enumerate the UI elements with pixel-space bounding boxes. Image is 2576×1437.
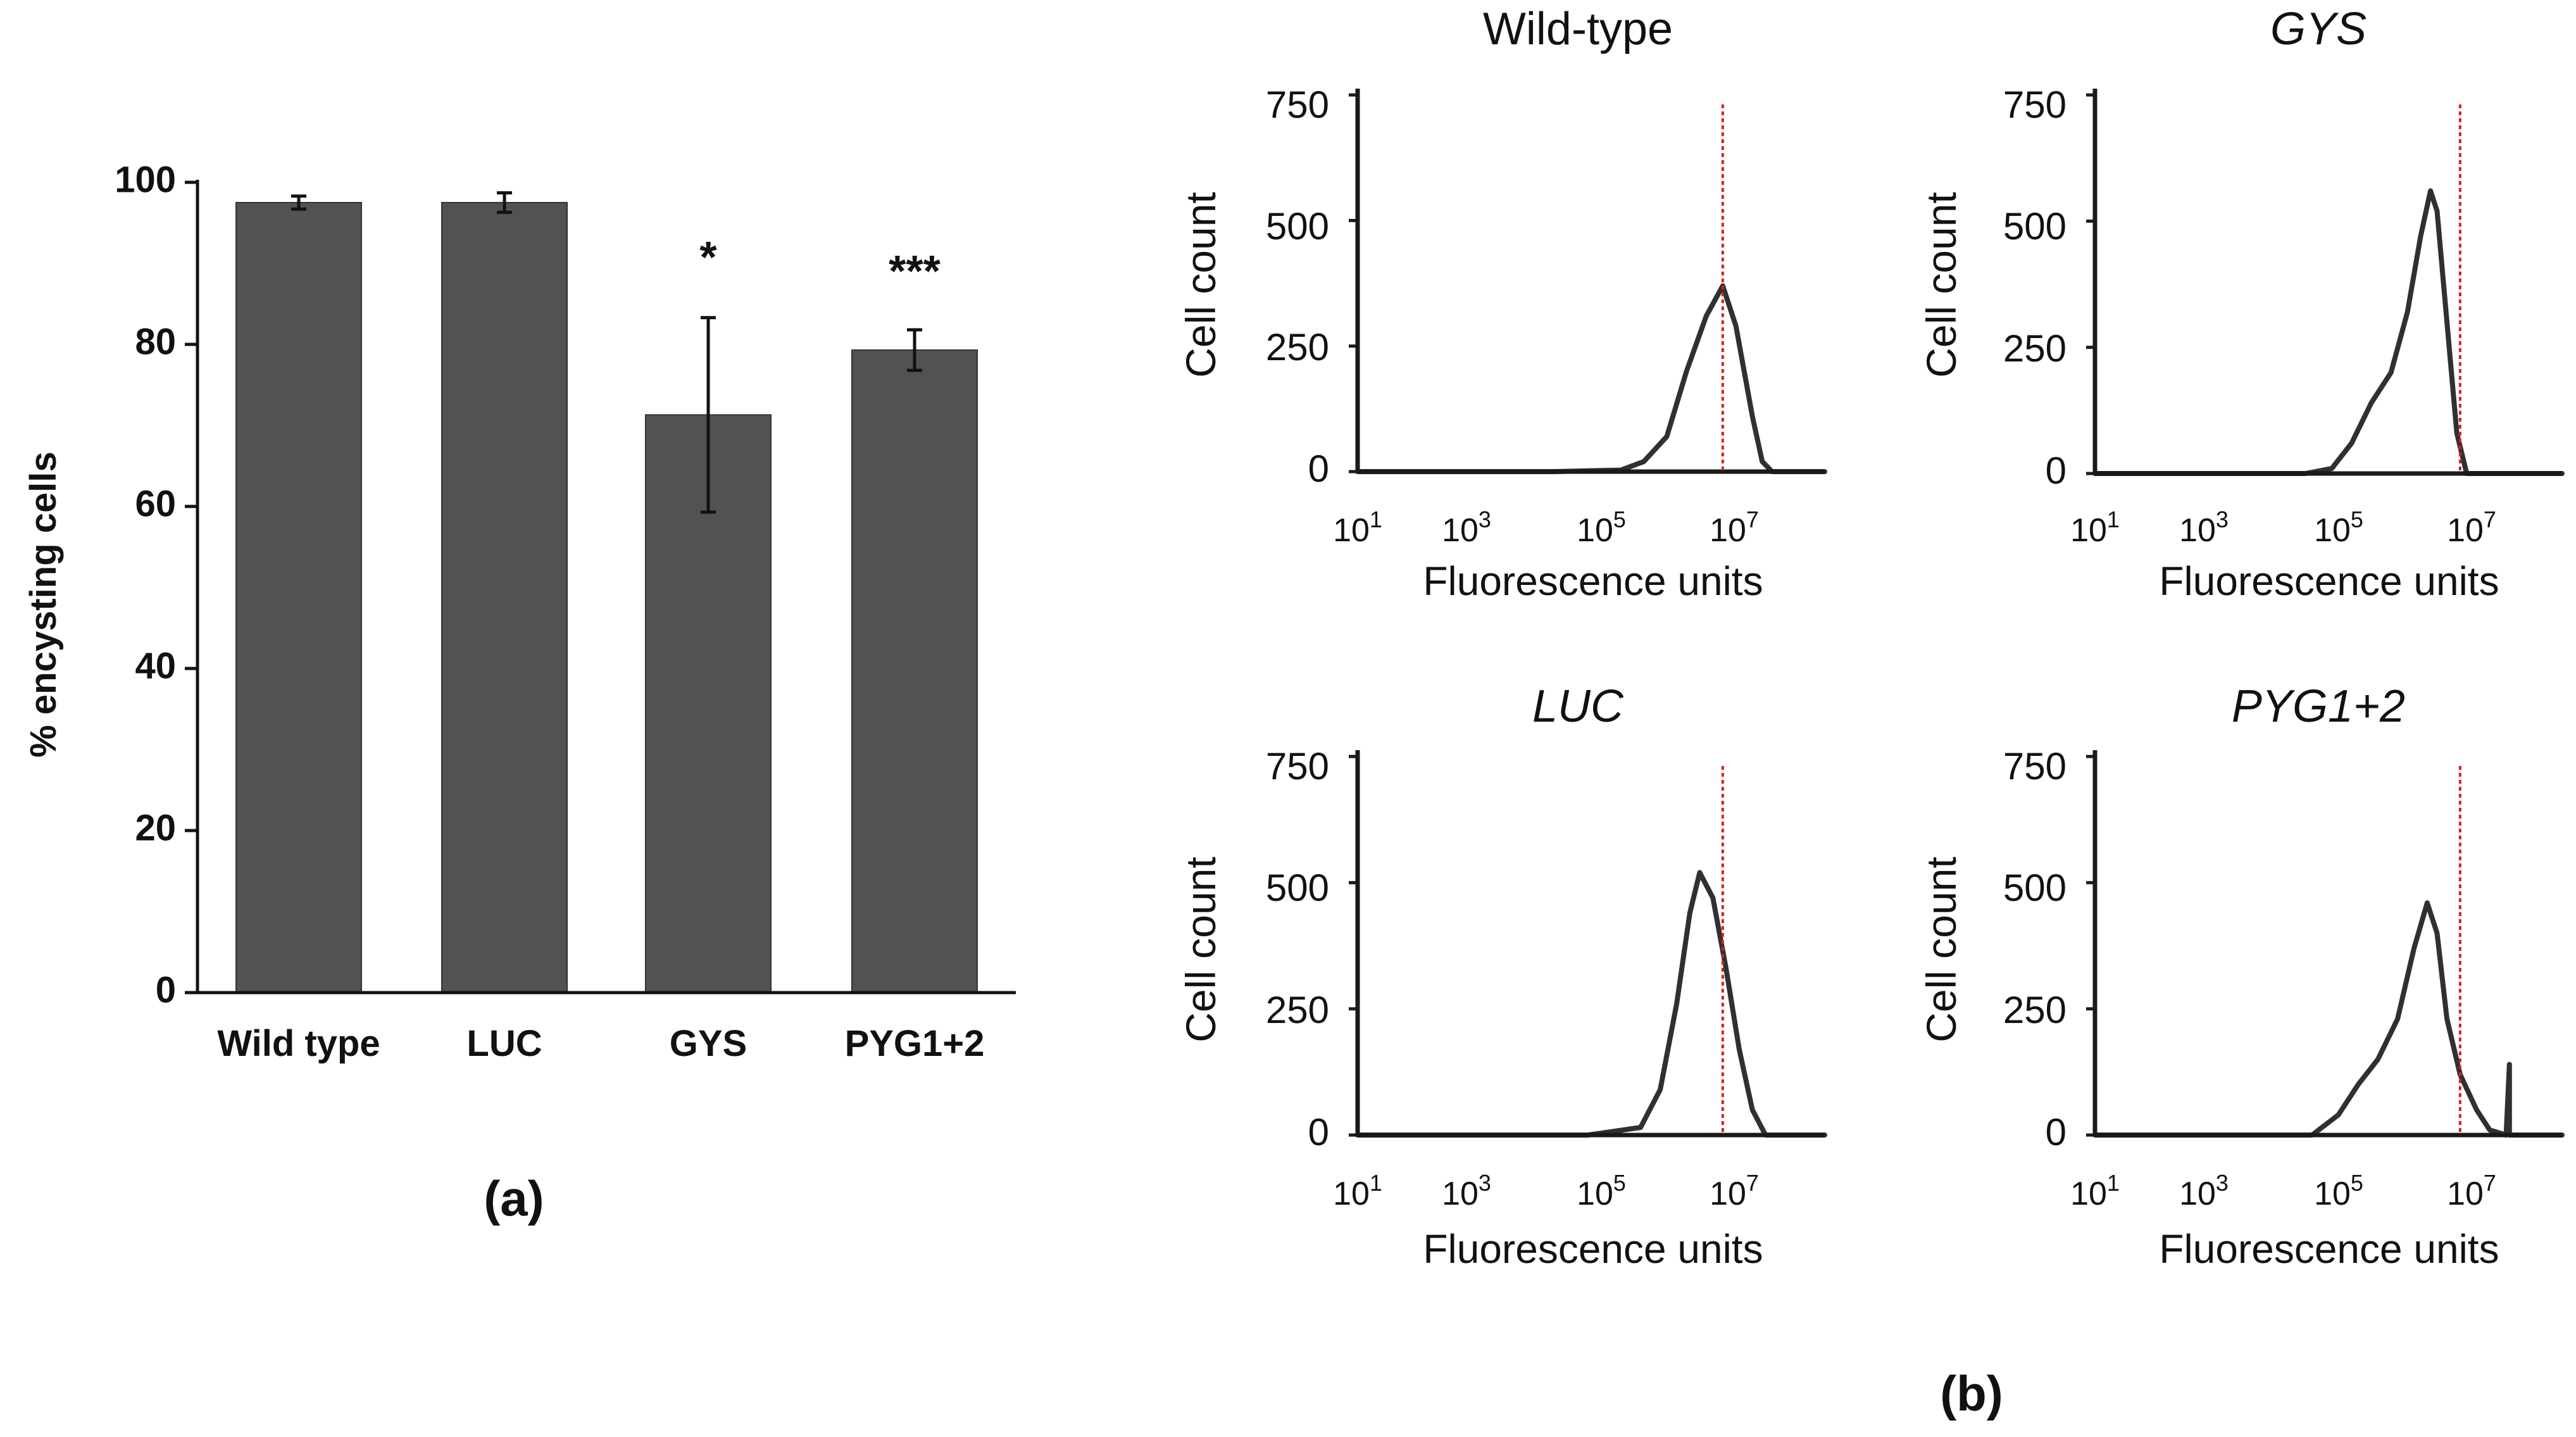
histogram-y-label: Cell count — [1177, 857, 1224, 1043]
y-tick-label: 0 — [1308, 448, 1329, 490]
x-tick-label: 103 — [2179, 1170, 2229, 1212]
bar — [235, 202, 362, 993]
y-axis-ticks — [185, 180, 197, 995]
y-tick-label: 40 — [135, 645, 176, 686]
histogram-y-label: Cell count — [1918, 192, 1965, 378]
y-tick-label: 250 — [1266, 326, 1329, 368]
y-tick-label: 80 — [135, 321, 176, 362]
histogram-title: PYG1+2 — [2232, 681, 2405, 732]
y-tick-label: 500 — [1266, 867, 1329, 909]
error-bars — [291, 191, 922, 514]
y-tick-label: 60 — [135, 483, 176, 524]
y-tick-label: 750 — [2003, 84, 2066, 126]
bar-chart-panel-a: 0 20 40 60 80 100 % encysting cells Wild… — [23, 159, 1016, 1226]
y-tick-label: 0 — [2046, 1111, 2066, 1153]
y-tick-label: 500 — [1266, 205, 1329, 248]
x-tick-label: 101 — [1333, 506, 1382, 549]
y-tick-label: 20 — [135, 807, 176, 848]
histogram-y-label: Cell count — [1918, 857, 1965, 1043]
y-tick-label: 250 — [2003, 989, 2066, 1031]
panel-label-b: (b) — [1940, 1365, 2003, 1421]
x-tick-label: 101 — [1333, 1170, 1382, 1212]
x-category-label: GYS — [670, 1023, 747, 1064]
x-tick-label: 101 — [2070, 1170, 2120, 1212]
x-category-label: Wild type — [217, 1023, 380, 1064]
y-tick-label: 500 — [2003, 867, 2066, 909]
y-axis-label: % encysting cells — [23, 451, 64, 758]
y-tick-label: 250 — [2003, 327, 2066, 370]
y-tick-label: 750 — [1266, 84, 1329, 126]
histogram-x-label: Fluorescence units — [2159, 1226, 2499, 1272]
y-tick-label: 0 — [156, 969, 176, 1010]
histogram-title: GYS — [2270, 4, 2367, 54]
y-tick-label: 250 — [1266, 989, 1329, 1031]
significance-marker: *** — [889, 246, 941, 296]
x-tick-label: 107 — [1710, 506, 1759, 549]
histogram-x-label: Fluorescence units — [1423, 558, 1763, 604]
histogram-curve — [1355, 870, 1827, 1138]
x-tick-label: 103 — [1442, 1170, 1491, 1212]
x-tick-label: 107 — [1710, 1170, 1759, 1212]
x-tick-label: 105 — [2314, 1170, 2363, 1212]
bar — [851, 349, 978, 993]
y-tick-label: 750 — [1266, 745, 1329, 788]
x-category-label: LUC — [466, 1023, 542, 1064]
y-tick-label: 0 — [2046, 449, 2066, 492]
histogram-pyg1-2 — [2086, 750, 2565, 1138]
y-tick-label: 100 — [115, 159, 176, 200]
significance-marker: * — [699, 232, 717, 282]
histogram-gys — [2086, 89, 2565, 476]
y-tick-label: 0 — [1308, 1111, 1329, 1153]
x-tick-label: 103 — [1442, 506, 1491, 549]
histogram-title: Wild-type — [1483, 4, 1673, 54]
x-tick-label: 105 — [1577, 506, 1626, 549]
histogram-luc — [1349, 750, 1827, 1138]
x-tick-label: 105 — [2314, 506, 2363, 549]
histogram-wild-type — [1349, 89, 1827, 474]
x-category-label: PYG1+2 — [845, 1023, 985, 1064]
y-tick-label: 750 — [2003, 745, 2066, 788]
x-tick-label: 107 — [2447, 506, 2496, 549]
bar — [441, 202, 568, 993]
histogram-x-label: Fluorescence units — [1423, 1226, 1763, 1272]
x-tick-label: 101 — [2070, 506, 2120, 549]
x-tick-label: 107 — [2447, 1170, 2496, 1212]
histogram-curve — [2092, 188, 2565, 476]
histogram-title: LUC — [1532, 681, 1624, 732]
histogram-y-label: Cell count — [1177, 192, 1224, 378]
bars — [235, 202, 978, 993]
y-tick-label: 500 — [2003, 205, 2066, 248]
histogram-x-label: Fluorescence units — [2159, 558, 2499, 604]
x-tick-label: 103 — [2179, 506, 2229, 549]
panel-label-a: (a) — [484, 1170, 544, 1226]
histogram-curve — [1355, 283, 1827, 474]
x-tick-label: 105 — [1577, 1170, 1626, 1212]
histogram-curve — [2092, 900, 2565, 1138]
